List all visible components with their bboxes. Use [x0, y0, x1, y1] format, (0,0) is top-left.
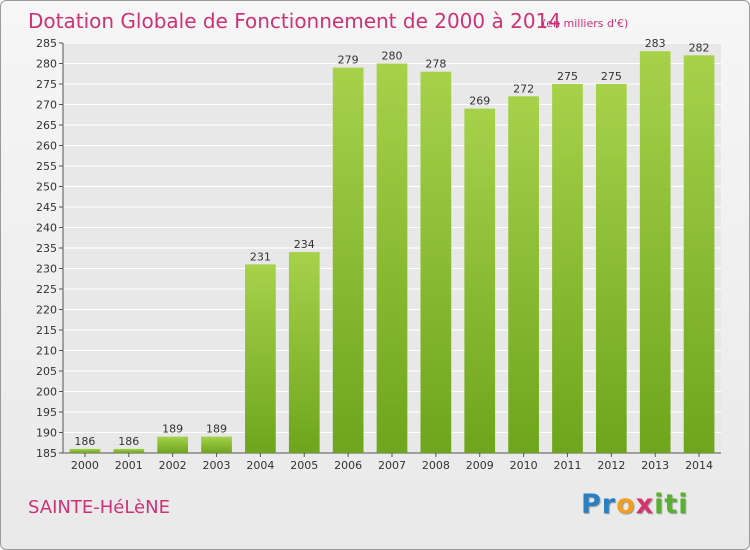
- y-tick-label: 250: [36, 181, 57, 194]
- x-tick-label: 2014: [685, 459, 713, 472]
- y-tick-label: 225: [36, 283, 57, 296]
- y-tick-label: 230: [36, 263, 57, 276]
- proxiti-logo: Proxiti: [581, 489, 689, 520]
- y-tick-label: 275: [36, 78, 57, 91]
- x-tick-label: 2001: [115, 459, 143, 472]
- x-tick-label: 2002: [159, 459, 187, 472]
- bar: [69, 448, 101, 453]
- bar: [464, 108, 496, 453]
- bar: [420, 71, 452, 453]
- y-tick-label: 235: [36, 242, 57, 255]
- bar-value-label: 280: [382, 50, 403, 63]
- bar: [376, 63, 408, 453]
- logo-letter: o: [616, 489, 636, 520]
- bar-value-label: 283: [645, 37, 666, 50]
- x-tick-label: 2011: [553, 459, 581, 472]
- bar-value-label: 186: [74, 435, 95, 448]
- bar: [288, 252, 320, 453]
- bar: [552, 84, 583, 453]
- bar-value-label: 189: [162, 423, 183, 436]
- y-tick-label: 215: [36, 324, 57, 337]
- chart-unit-note: (en milliers d'€): [542, 17, 629, 30]
- y-tick-label: 270: [36, 99, 57, 112]
- x-tick-label: 2007: [378, 459, 406, 472]
- y-tick-label: 245: [36, 201, 57, 214]
- logo-letter: P: [581, 489, 602, 520]
- x-tick-label: 2012: [597, 459, 625, 472]
- bar-value-label: 231: [250, 250, 271, 263]
- bar-value-label: 269: [469, 95, 490, 108]
- bar: [201, 436, 232, 453]
- y-tick-label: 260: [36, 140, 57, 153]
- bar-value-label: 272: [513, 82, 534, 95]
- x-tick-label: 2005: [290, 459, 318, 472]
- y-tick-label: 285: [36, 37, 57, 50]
- bar-value-label: 189: [206, 423, 227, 436]
- commune-name: SAINTE-HéLèNE: [28, 497, 170, 518]
- logo-letter: i: [678, 489, 689, 520]
- bar-value-label: 275: [557, 70, 578, 83]
- x-tick-label: 2004: [246, 459, 274, 472]
- logo-letter: i: [654, 489, 665, 520]
- y-tick-label: 205: [36, 365, 57, 378]
- bar: [595, 84, 627, 453]
- x-tick-label: 2008: [422, 459, 450, 472]
- x-tick-label: 2013: [641, 459, 669, 472]
- bar: [508, 96, 539, 454]
- logo-letter: x: [635, 489, 655, 520]
- y-tick-label: 220: [36, 304, 57, 317]
- y-tick-label: 195: [36, 406, 57, 419]
- y-tick-label: 265: [36, 119, 57, 132]
- bar-value-label: 234: [294, 238, 315, 251]
- bar-value-label: 278: [425, 58, 446, 71]
- bar: [157, 436, 189, 453]
- logo-letter: t: [664, 489, 679, 520]
- x-tick-label: 2009: [466, 459, 494, 472]
- bar: [683, 55, 715, 454]
- bar-value-label: 282: [689, 41, 710, 54]
- x-tick-label: 2003: [203, 459, 231, 472]
- y-tick-label: 240: [36, 222, 57, 235]
- bar: [113, 448, 145, 453]
- bar: [639, 51, 671, 453]
- y-tick-label: 200: [36, 386, 57, 399]
- x-tick-label: 2000: [71, 459, 99, 472]
- y-tick-label: 255: [36, 160, 57, 173]
- y-tick-label: 190: [36, 427, 57, 440]
- y-tick-label: 210: [36, 345, 57, 358]
- x-tick-label: 2010: [510, 459, 538, 472]
- bar-value-label: 279: [338, 54, 359, 67]
- y-tick-label: 280: [36, 58, 57, 71]
- x-tick-label: 2006: [334, 459, 362, 472]
- bar-value-label: 275: [601, 70, 622, 83]
- chart-title: Dotation Globale de Fonctionnement de 20…: [28, 9, 561, 33]
- bar: [332, 67, 364, 453]
- logo-letter: r: [601, 489, 617, 520]
- y-tick-label: 185: [36, 447, 57, 460]
- bar-value-label: 186: [118, 435, 139, 448]
- bar: [245, 264, 276, 453]
